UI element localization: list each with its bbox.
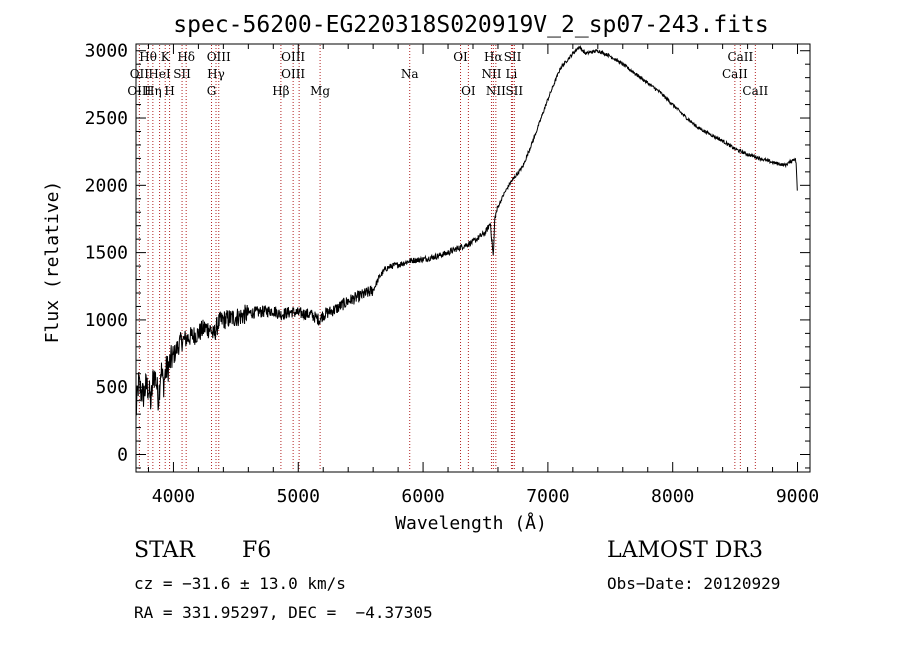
line-label: SII bbox=[504, 50, 522, 64]
emission-line-markers bbox=[138, 45, 756, 471]
y-tick-label: 1500 bbox=[85, 243, 128, 264]
line-label: OIII bbox=[207, 50, 231, 64]
observation-date: Obs−Date: 20120929 bbox=[607, 574, 781, 593]
line-label: OII bbox=[130, 67, 150, 81]
x-tick-label: 9000 bbox=[776, 486, 819, 507]
x-axis-label: Wavelength (Å) bbox=[395, 512, 547, 534]
plot-border bbox=[135, 43, 811, 473]
line-label: Hθ bbox=[139, 50, 157, 64]
line-label: NII bbox=[481, 67, 501, 81]
line-label: CaII bbox=[727, 50, 753, 64]
object-subclass: F6 bbox=[242, 538, 272, 563]
y-tick-label: 2500 bbox=[85, 108, 128, 129]
line-label: OIII bbox=[281, 50, 305, 64]
line-label: NII bbox=[486, 84, 506, 98]
line-label: Hγ bbox=[207, 67, 225, 81]
x-tick-label: 7000 bbox=[526, 486, 569, 507]
x-tick-label: 6000 bbox=[401, 486, 444, 507]
line-label: Hα bbox=[484, 50, 503, 64]
line-label: G bbox=[207, 84, 217, 98]
line-label: Na bbox=[401, 67, 419, 81]
line-label: OIII bbox=[127, 84, 151, 98]
chart-title: spec-56200-EG220318S020919V_2_sp07-243.f… bbox=[173, 12, 768, 38]
line-label: Hδ bbox=[177, 50, 195, 64]
line-label: OI bbox=[461, 84, 476, 98]
x-tick-label: 5000 bbox=[277, 486, 320, 507]
y-tick-label: 3000 bbox=[85, 41, 128, 62]
object-class: STAR bbox=[134, 538, 195, 563]
line-label: HeI bbox=[148, 67, 171, 81]
spectrum-line bbox=[135, 44, 798, 416]
x-tick-label: 8000 bbox=[651, 486, 694, 507]
line-label: OI bbox=[453, 50, 468, 64]
y-tick-label: 1000 bbox=[85, 310, 128, 331]
line-label: Hη bbox=[144, 84, 162, 98]
line-label: CaII bbox=[722, 67, 748, 81]
line-label: Mg bbox=[310, 84, 330, 98]
y-tick-label: 0 bbox=[117, 445, 128, 466]
plot-frame bbox=[135, 43, 811, 473]
survey-name: LAMOST DR3 bbox=[607, 538, 763, 563]
line-label: Li bbox=[506, 67, 518, 81]
line-label: OIII bbox=[281, 67, 305, 81]
coordinates: RA = 331.95297, DEC = −4.37305 bbox=[134, 603, 433, 622]
line-label: H bbox=[164, 84, 174, 98]
y-axis-label: Flux (relative) bbox=[42, 181, 63, 344]
axis-ticks: 4000 5000 6000 7000 8000 9000 0 500 1000 1500 2000… bbox=[85, 41, 820, 507]
line-label: SII bbox=[173, 67, 191, 81]
line-labels: Hθ OII OIII K HeI Hη Hδ SII H OIII Hγ G OIII OIII Hβ Mg… bbox=[127, 50, 768, 98]
redshift-cz: cz = −31.6 ± 13.0 km/s bbox=[134, 574, 346, 593]
line-label: Hβ bbox=[272, 84, 289, 98]
line-label: SII bbox=[505, 84, 523, 98]
line-label: K bbox=[161, 50, 171, 64]
line-label: CaII bbox=[742, 84, 768, 98]
y-tick-label: 500 bbox=[95, 377, 128, 398]
y-tick-label: 2000 bbox=[85, 175, 128, 196]
x-tick-label: 4000 bbox=[152, 486, 195, 507]
